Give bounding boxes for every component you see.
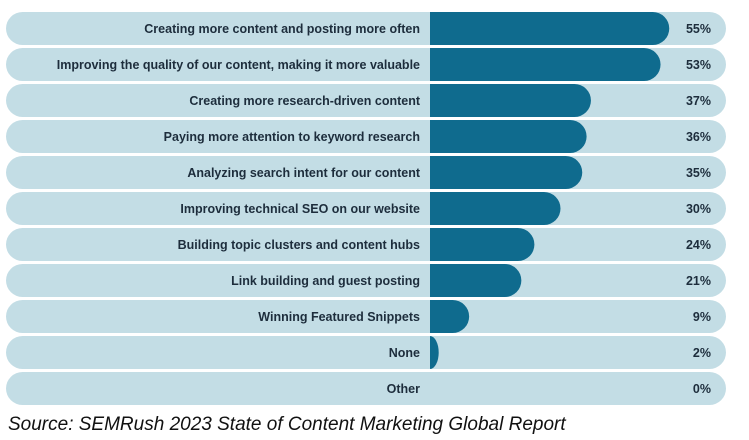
row-track [6,372,726,405]
source-note: Source: SEMRush 2023 State of Content Ma… [8,414,566,435]
value-label: 55% [686,22,711,36]
bar [430,192,561,225]
bar [430,300,470,333]
value-label: 21% [686,274,711,288]
category-label: Improving technical SEO on our website [180,202,420,216]
bar [430,120,587,153]
value-label: 30% [686,202,711,216]
category-label: Building topic clusters and content hubs [178,238,420,252]
value-label: 53% [686,58,711,72]
bar [430,264,522,297]
value-label: 36% [686,130,711,144]
bar [430,12,670,45]
value-label: 24% [686,238,711,252]
category-label: Winning Featured Snippets [258,310,420,324]
row-track [6,264,726,297]
category-label: None [389,346,420,360]
category-label: Creating more research-driven content [189,94,420,108]
category-label: Other [387,382,420,396]
bar [430,156,583,189]
value-label: 2% [693,346,711,360]
value-label: 0% [693,382,711,396]
row-track [6,300,726,333]
bar [430,336,439,369]
category-label: Improving the quality of our content, ma… [57,58,420,72]
bar [430,48,661,81]
bar [430,84,591,117]
category-label: Link building and guest posting [231,274,420,288]
category-label: Analyzing search intent for our content [187,166,420,180]
row-track [6,336,726,369]
value-label: 35% [686,166,711,180]
value-label: 37% [686,94,711,108]
value-label: 9% [693,310,711,324]
category-label: Paying more attention to keyword researc… [164,130,420,144]
bar [430,228,535,261]
category-label: Creating more content and posting more o… [144,22,420,36]
row-track [6,228,726,261]
